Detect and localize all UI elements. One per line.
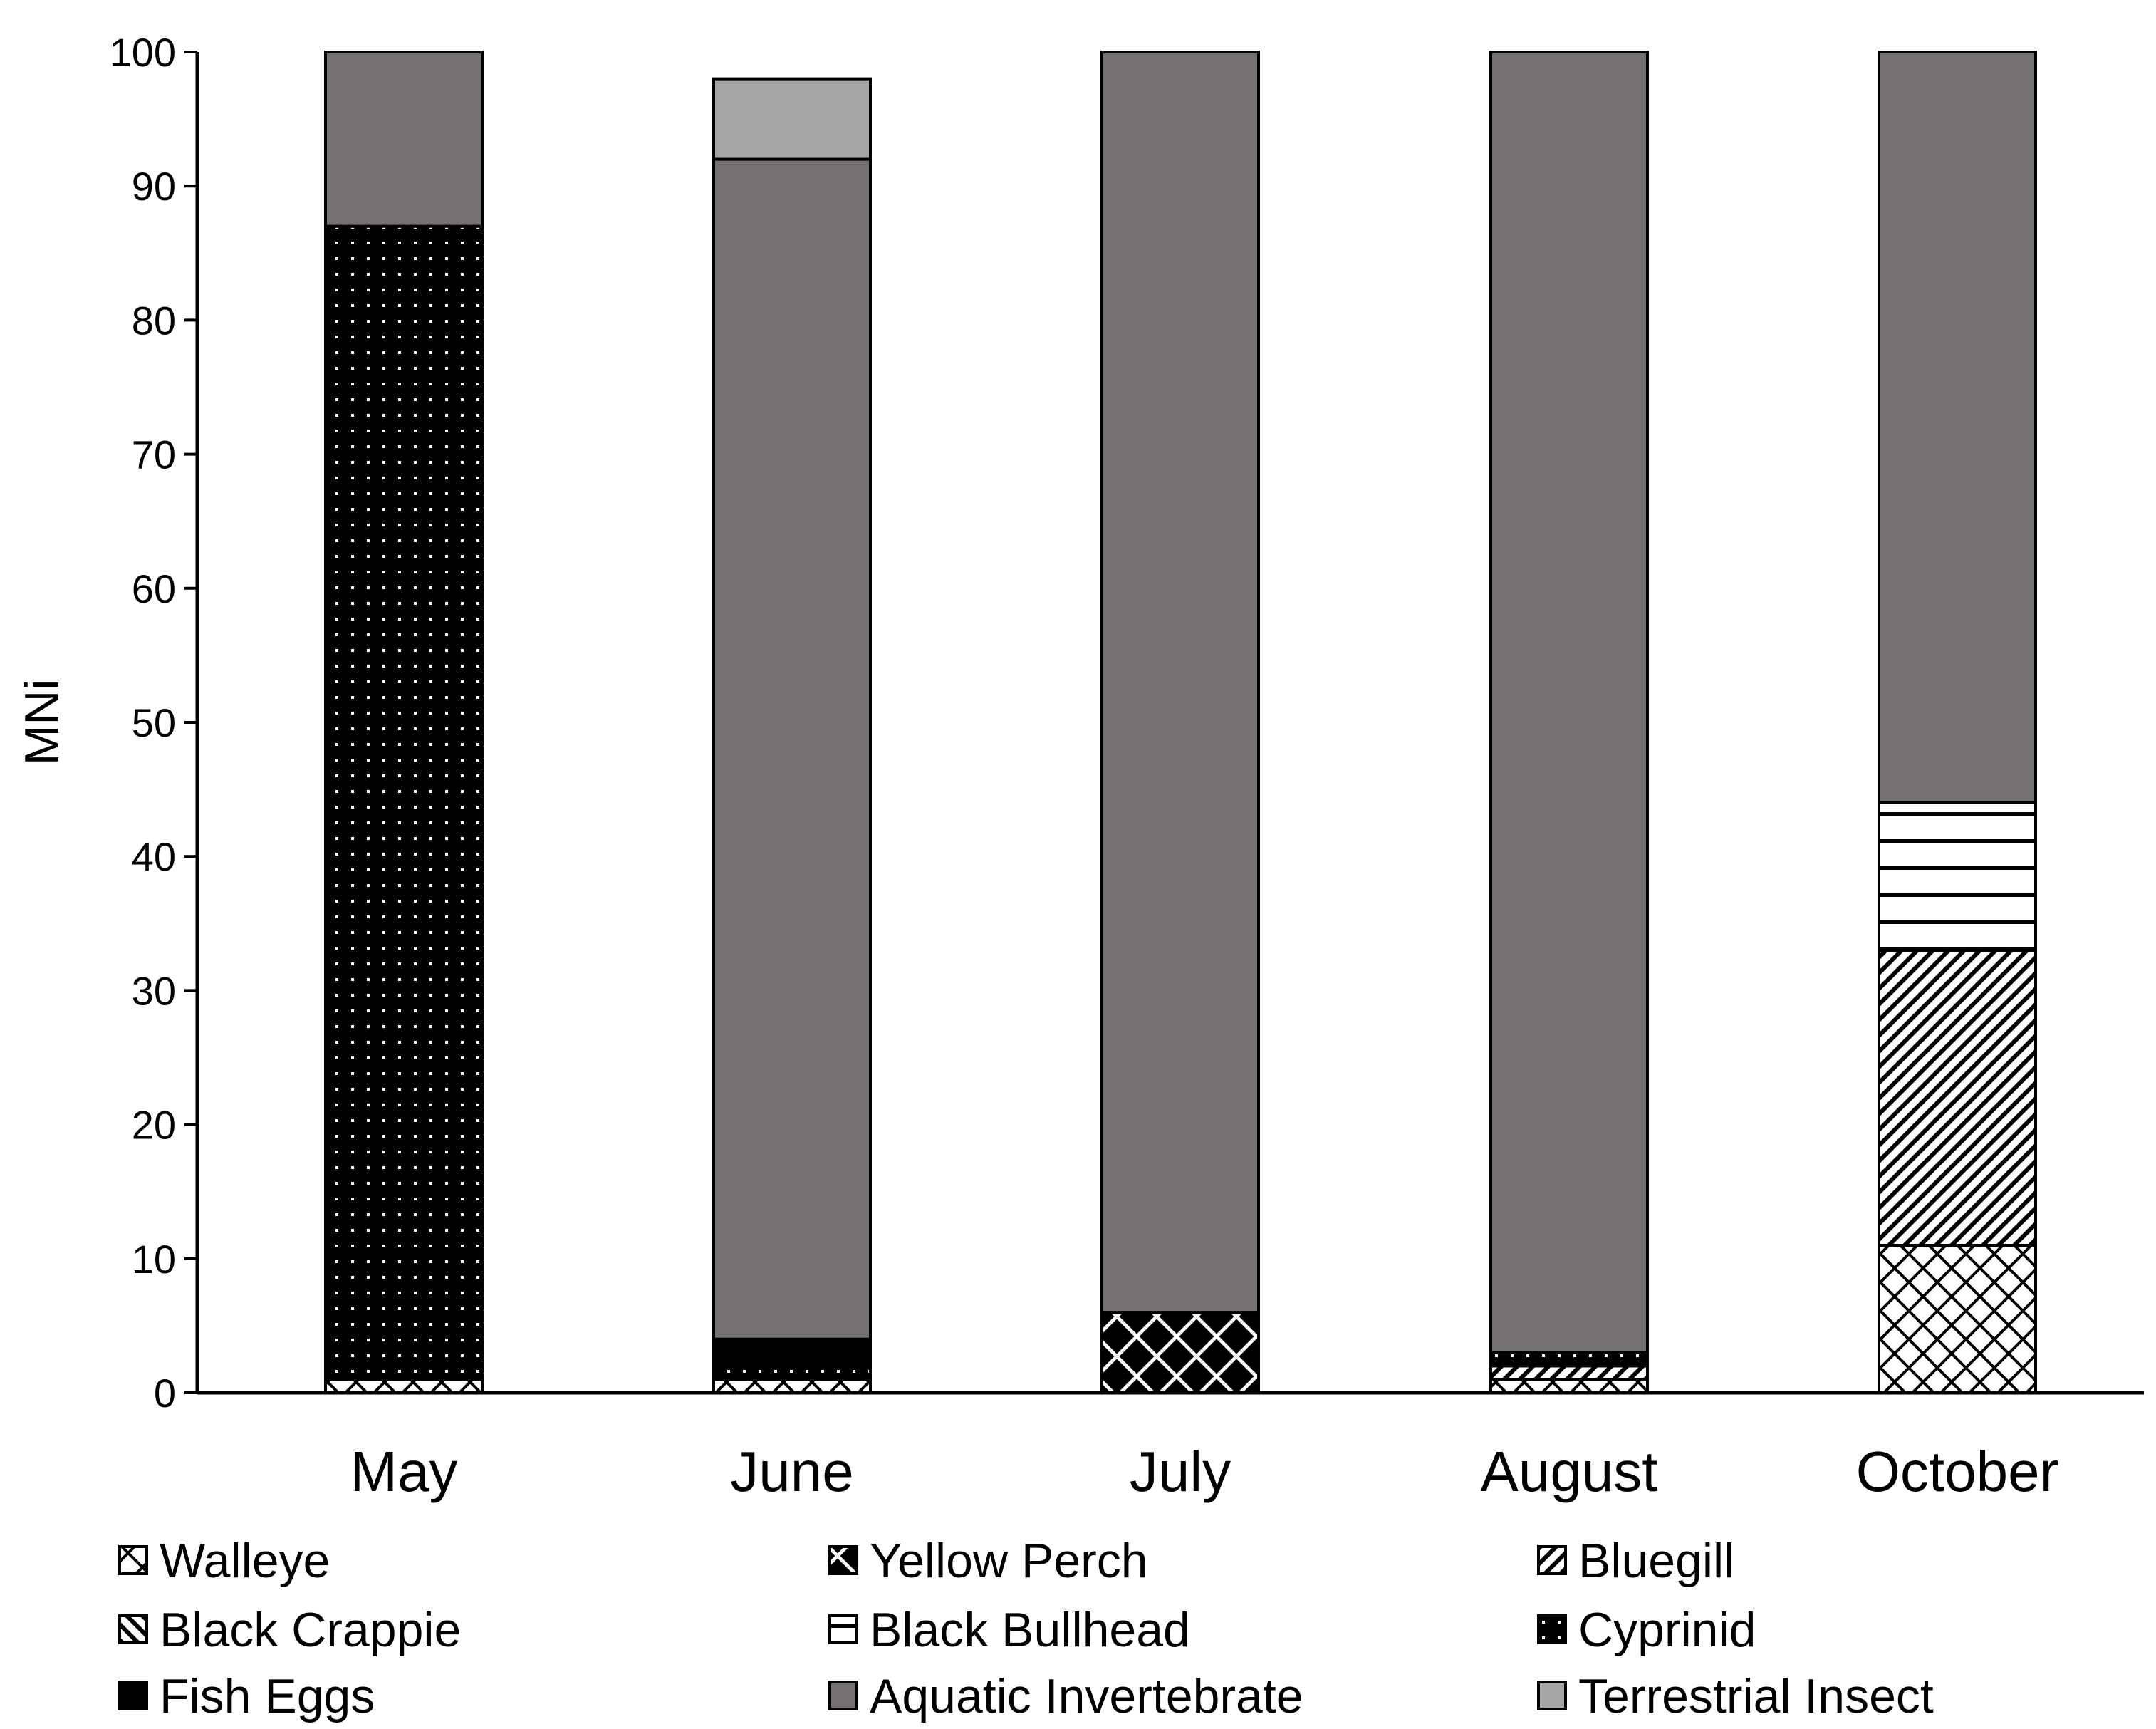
bar-segment-october-walleye bbox=[1878, 1243, 2037, 1394]
bar-segment-august-aquatic-invertebrate bbox=[1489, 51, 1649, 1354]
y-tick-label: 0 bbox=[154, 1371, 176, 1416]
axes: 0 10 20 30 40 50 60 70 80 90 100 bbox=[110, 30, 2144, 1416]
y-tick-label: 100 bbox=[110, 30, 176, 75]
bar-segment-august-cyprinid bbox=[1489, 1351, 1649, 1368]
legend-label-fish-eggs: Fish Eggs bbox=[160, 1669, 375, 1723]
bar-segment-august-bluegill bbox=[1489, 1364, 1649, 1381]
legend-label-yellow-perch: Yellow Perch bbox=[870, 1534, 1148, 1588]
bar-segment-july-aquatic-invertebrate bbox=[1100, 51, 1260, 1314]
x-category-label-july: July bbox=[1130, 1440, 1231, 1503]
legend-swatch-black-bullhead bbox=[828, 1614, 858, 1644]
bar-segment-may-walleye bbox=[324, 1378, 484, 1395]
legend-swatch-bluegill bbox=[1537, 1545, 1567, 1575]
y-tick-label: 90 bbox=[132, 164, 176, 209]
legend-label-black-bullhead: Black Bullhead bbox=[870, 1603, 1190, 1657]
x-category-label-august: August bbox=[1480, 1440, 1657, 1503]
y-tick-label: 70 bbox=[132, 432, 176, 477]
bar-segment-may-cyprinid bbox=[324, 224, 484, 1381]
bar-segment-june-fish-eggs bbox=[712, 1337, 872, 1368]
legend-swatch-aquatic-invertebrate bbox=[828, 1681, 858, 1710]
y-tick-label: 20 bbox=[132, 1103, 176, 1148]
legend-swatch-terrestrial-insect bbox=[1537, 1681, 1567, 1710]
legend-label-aquatic-invertebrate: Aquatic Invertebrate bbox=[870, 1669, 1303, 1723]
legend-label-walleye: Walleye bbox=[160, 1534, 330, 1588]
bar-segment-june-cyprinid bbox=[712, 1364, 872, 1381]
legend-swatch-walleye bbox=[118, 1545, 148, 1575]
legend-swatch-black-crappie bbox=[118, 1614, 148, 1644]
bar-segment-june-walleye bbox=[712, 1378, 872, 1395]
bar-segment-august-walleye bbox=[1489, 1378, 1649, 1395]
bar-segment-july-yellow-perch bbox=[1100, 1311, 1260, 1394]
category-labels: May June July August October bbox=[350, 1440, 2058, 1503]
x-category-label-october: October bbox=[1856, 1440, 2059, 1503]
bar-segment-june-aquatic-invertebrate bbox=[712, 157, 872, 1341]
legend-swatch-yellow-perch bbox=[828, 1545, 858, 1575]
y-tick-label: 30 bbox=[132, 968, 176, 1013]
bar-segment-june-terrestrial-insect bbox=[712, 77, 872, 161]
legend-label-bluegill: Bluegill bbox=[1578, 1534, 1734, 1588]
bar-segment-october-black-bullhead bbox=[1878, 801, 2037, 952]
legend-label-terrestrial-insect: Terrestrial Insect bbox=[1578, 1669, 1934, 1723]
bar-stacks bbox=[324, 51, 2037, 1395]
y-axis-title: MNi bbox=[15, 680, 69, 766]
x-category-label-may: May bbox=[350, 1440, 457, 1503]
bar-segment-october-bluegill bbox=[1878, 948, 2037, 1247]
legend: Walleye Yellow Perch Bluegill Black Crappie… bbox=[118, 1534, 1934, 1723]
legend-label-black-crappie: Black Crappie bbox=[160, 1603, 461, 1657]
y-tick-label: 50 bbox=[132, 700, 176, 745]
bar-segment-may-aquatic-invertebrate bbox=[324, 51, 484, 228]
y-tick-label: 60 bbox=[132, 566, 176, 611]
legend-swatch-cyprinid bbox=[1537, 1614, 1567, 1644]
bar-segment-october-aquatic-invertebrate bbox=[1878, 51, 2037, 804]
y-tick-label: 10 bbox=[132, 1237, 176, 1282]
y-tick-label: 40 bbox=[132, 834, 176, 879]
x-category-label-june: June bbox=[730, 1440, 853, 1503]
y-tick-label: 80 bbox=[132, 298, 176, 343]
legend-label-cyprinid: Cyprinid bbox=[1578, 1603, 1756, 1657]
legend-swatch-fish-eggs bbox=[118, 1681, 148, 1710]
